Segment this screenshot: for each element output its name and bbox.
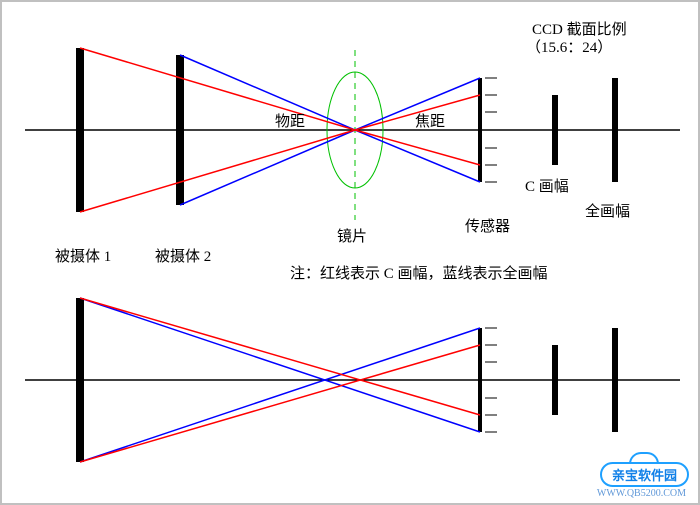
label-subject2: 被摄体 2	[155, 245, 211, 266]
label-subject1: 被摄体 1	[55, 245, 111, 266]
label-ccd-ratio: （15.6：24）	[526, 36, 612, 57]
watermark: 亲宝软件园 WWW.QB5200.COM	[597, 452, 692, 499]
label-focal-distance: 焦距	[415, 110, 445, 131]
label-note: 注：红线表示 C 画幅，蓝线表示全画幅	[290, 262, 548, 283]
label-full-frame: 全画幅	[585, 200, 630, 221]
watermark-url: WWW.QB5200.COM	[597, 488, 692, 499]
watermark-brand: 亲宝软件园	[600, 462, 689, 487]
diagram-stage: CCD 截面比例 （15.6：24） 物距 焦距 C 画幅 全画幅 传感器 镜片…	[0, 0, 700, 505]
label-c-frame: C 画幅	[525, 175, 569, 196]
label-object-distance: 物距	[275, 110, 305, 131]
label-sensor: 传感器	[465, 215, 510, 236]
label-lens: 镜片	[337, 225, 367, 246]
